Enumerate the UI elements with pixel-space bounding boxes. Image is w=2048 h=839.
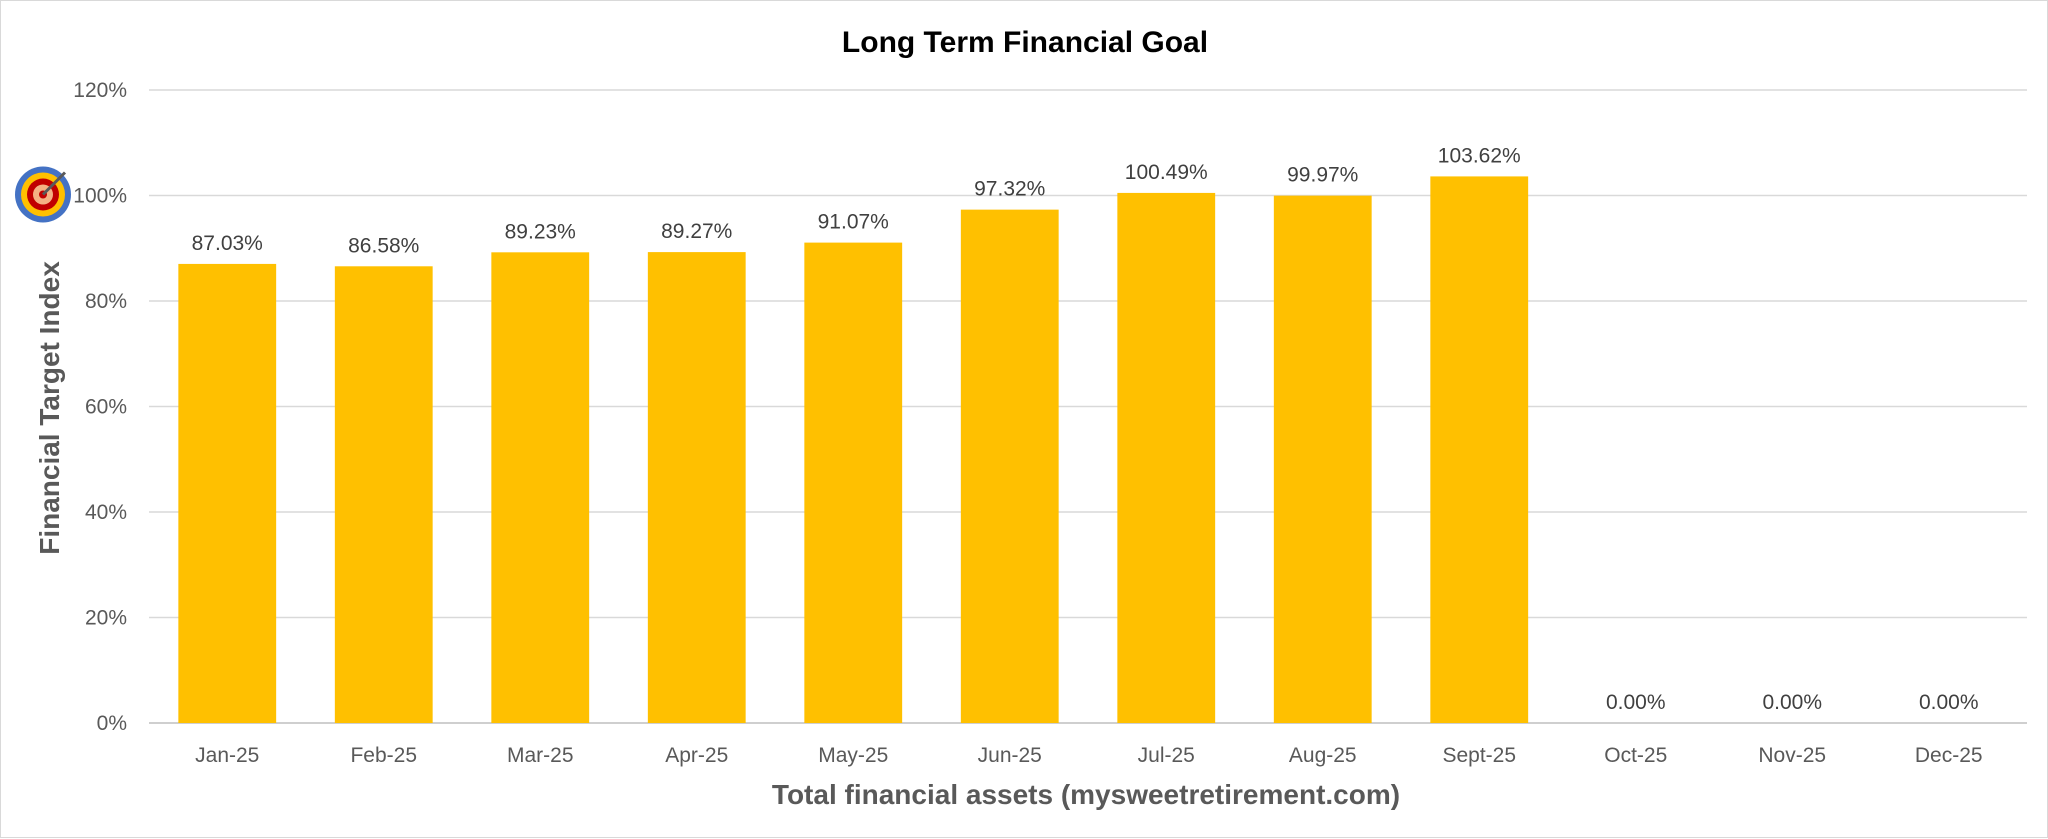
bar — [960, 209, 1059, 724]
data-label: 87.03% — [192, 232, 263, 255]
gridlines — [149, 89, 2027, 724]
x-tick-label: Jan-25 — [195, 744, 259, 767]
data-label: 99.97% — [1287, 164, 1358, 187]
data-label: 0.00% — [1762, 691, 1822, 714]
y-axis-ticks: 0% 20% 40% 60% 80% 100% 120% — [73, 79, 127, 735]
bar — [1273, 195, 1372, 723]
x-tick-label: Jul-25 — [1138, 744, 1195, 767]
bar — [178, 263, 277, 723]
y-tick-label: 60% — [85, 396, 127, 419]
data-labels: 87.03% 86.58% 89.23% 89.27% 91.07% 97.32% 100.… — [192, 144, 1979, 714]
x-axis-label: Total financial assets (mysweetretiremen… — [772, 779, 1400, 810]
x-tick-label: Sept-25 — [1442, 744, 1516, 767]
x-tick-label: Mar-25 — [507, 744, 574, 767]
y-tick-label: 120% — [73, 79, 127, 102]
x-tick-label: Feb-25 — [350, 744, 417, 767]
data-label: 97.32% — [974, 178, 1045, 201]
bar — [491, 252, 590, 723]
x-tick-label: Apr-25 — [665, 744, 728, 767]
bars — [178, 176, 1529, 724]
bar — [1430, 176, 1529, 724]
x-tick-label: Dec-25 — [1915, 744, 1983, 767]
y-tick-label: 20% — [85, 607, 127, 630]
bar — [1117, 192, 1216, 723]
data-label: 0.00% — [1606, 691, 1666, 714]
x-tick-label: Aug-25 — [1289, 744, 1357, 767]
data-label: 0.00% — [1919, 691, 1979, 714]
x-tick-label: Oct-25 — [1604, 744, 1667, 767]
data-label: 91.07% — [818, 211, 889, 234]
data-label: 89.23% — [505, 220, 576, 243]
y-axis-label: Financial Target Index — [34, 261, 65, 555]
x-axis-ticks: Jan-25 Feb-25 Mar-25 Apr-25 May-25 Jun-25 Jul-… — [195, 744, 1982, 767]
data-label: 86.58% — [348, 234, 419, 257]
bar — [647, 252, 746, 723]
y-tick-label: 0% — [97, 712, 127, 735]
x-tick-label: May-25 — [818, 744, 888, 767]
bar — [334, 266, 433, 723]
bar — [804, 242, 903, 723]
y-tick-label: 80% — [85, 290, 127, 313]
target-icon — [15, 162, 75, 223]
x-tick-label: Nov-25 — [1758, 744, 1826, 767]
data-label: 89.27% — [661, 220, 732, 243]
chart-title: Long Term Financial Goal — [842, 26, 1208, 59]
y-tick-label: 100% — [73, 185, 127, 208]
data-label: 100.49% — [1125, 161, 1208, 184]
data-label: 103.62% — [1438, 144, 1521, 167]
x-tick-label: Jun-25 — [978, 744, 1042, 767]
y-tick-label: 40% — [85, 501, 127, 524]
